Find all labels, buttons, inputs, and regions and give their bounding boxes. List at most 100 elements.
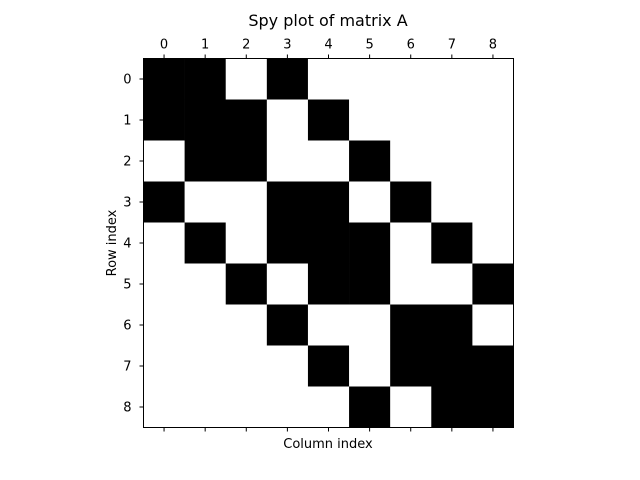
- x-tick-label: 4: [324, 38, 332, 53]
- nonzero-cell: [266, 58, 309, 100]
- nonzero-cell: [307, 222, 350, 264]
- matrix-cells: [143, 58, 514, 428]
- y-tick-label: 4: [123, 237, 131, 252]
- y-axis-label: Row index: [105, 209, 120, 276]
- nonzero-cell: [184, 58, 227, 100]
- nonzero-cell: [472, 386, 514, 428]
- y-tick-label: 1: [123, 114, 131, 129]
- x-tick-label: 0: [160, 38, 168, 53]
- nonzero-cell: [431, 304, 473, 346]
- x-tick-label: 8: [489, 38, 497, 53]
- nonzero-cell: [266, 181, 309, 223]
- x-tick-label: 1: [201, 38, 209, 53]
- nonzero-cell: [349, 386, 391, 428]
- zero-cell: [184, 345, 227, 387]
- nonzero-cell: [184, 222, 227, 264]
- x-tick-label: 5: [365, 38, 373, 53]
- zero-cell: [307, 386, 350, 428]
- nonzero-cell: [266, 222, 309, 264]
- nonzero-cell: [184, 140, 227, 182]
- x-tick-label: 7: [448, 38, 456, 53]
- zero-cell: [143, 140, 185, 182]
- nonzero-cell: [307, 345, 350, 387]
- zero-cell: [431, 263, 473, 305]
- nonzero-cell: [143, 181, 185, 223]
- zero-cell: [184, 263, 227, 305]
- zero-cell: [143, 263, 185, 305]
- zero-cell: [225, 345, 268, 387]
- nonzero-cell: [390, 345, 432, 387]
- nonzero-cell: [349, 140, 391, 182]
- zero-cell: [390, 263, 432, 305]
- nonzero-cell: [225, 140, 268, 182]
- zero-cell: [431, 181, 473, 223]
- zero-cell: [307, 58, 350, 100]
- zero-cell: [431, 140, 473, 182]
- nonzero-cell: [143, 58, 185, 100]
- chart-title: Spy plot of matrix A: [248, 11, 407, 30]
- nonzero-cell: [225, 263, 268, 305]
- nonzero-cell: [349, 222, 391, 264]
- y-tick-label: 0: [123, 73, 131, 88]
- zero-cell: [307, 304, 350, 346]
- x-ticks-bottom: [163, 427, 494, 432]
- nonzero-cell: [307, 181, 350, 223]
- y-tick-label: 7: [123, 360, 131, 375]
- y-ticks: 0 1 2 3 4 5 6 7 8: [123, 73, 144, 416]
- x-ticks-top: 0 1 2 3 4 5 6 7 8: [160, 38, 497, 59]
- zero-cell: [184, 181, 227, 223]
- zero-cell: [472, 140, 514, 182]
- nonzero-cell: [390, 181, 432, 223]
- zero-cell: [225, 58, 268, 100]
- y-tick-label: 5: [123, 278, 131, 293]
- zero-cell: [225, 181, 268, 223]
- zero-cell: [143, 222, 185, 264]
- zero-cell: [184, 386, 227, 428]
- zero-cell: [143, 386, 185, 428]
- zero-cell: [390, 386, 432, 428]
- nonzero-cell: [390, 304, 432, 346]
- zero-cell: [390, 140, 432, 182]
- zero-cell: [349, 58, 391, 100]
- zero-cell: [225, 304, 268, 346]
- zero-cell: [390, 99, 432, 141]
- x-tick-label: 6: [407, 38, 415, 53]
- zero-cell: [349, 99, 391, 141]
- zero-cell: [266, 345, 309, 387]
- zero-cell: [431, 99, 473, 141]
- zero-cell: [390, 58, 432, 100]
- zero-cell: [143, 345, 185, 387]
- nonzero-cell: [472, 263, 514, 305]
- nonzero-cell: [431, 345, 473, 387]
- x-tick-label: 3: [283, 38, 291, 53]
- nonzero-cell: [472, 345, 514, 387]
- zero-cell: [307, 140, 350, 182]
- nonzero-cell: [307, 99, 350, 141]
- zero-cell: [390, 222, 432, 264]
- x-axis-label: Column index: [283, 437, 373, 452]
- zero-cell: [143, 304, 185, 346]
- nonzero-cell: [431, 222, 473, 264]
- y-tick-label: 2: [123, 155, 131, 170]
- x-tick-label: 2: [242, 38, 250, 53]
- zero-cell: [349, 181, 391, 223]
- nonzero-cell: [349, 263, 391, 305]
- zero-cell: [472, 304, 514, 346]
- zero-cell: [349, 304, 391, 346]
- zero-cell: [266, 140, 309, 182]
- zero-cell: [225, 386, 268, 428]
- nonzero-cell: [184, 99, 227, 141]
- nonzero-cell: [431, 386, 473, 428]
- zero-cell: [472, 58, 514, 100]
- zero-cell: [266, 386, 309, 428]
- nonzero-cell: [307, 263, 350, 305]
- nonzero-cell: [266, 304, 309, 346]
- y-tick-label: 3: [123, 196, 131, 211]
- zero-cell: [266, 99, 309, 141]
- nonzero-cell: [225, 99, 268, 141]
- zero-cell: [184, 304, 227, 346]
- y-tick-label: 8: [123, 401, 131, 416]
- zero-cell: [266, 263, 309, 305]
- zero-cell: [431, 58, 473, 100]
